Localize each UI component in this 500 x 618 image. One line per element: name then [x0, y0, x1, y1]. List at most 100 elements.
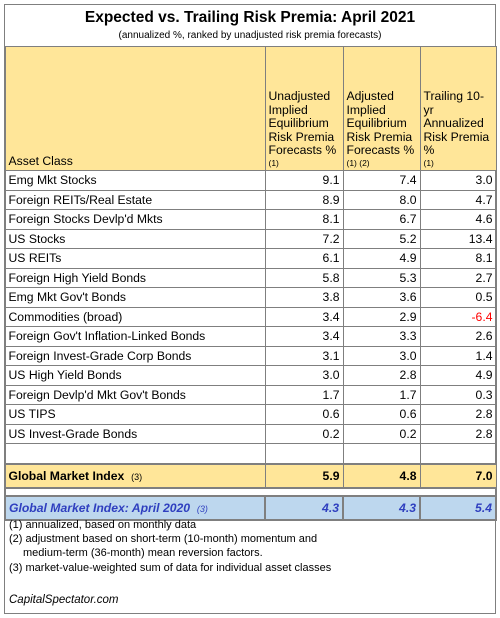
header-adjusted: Adjusted Implied Equilibrium Risk Premia…: [342, 46, 421, 171]
global-market-index-row: Global Market Index (3) 5.9 4.8 7.0: [4, 463, 497, 489]
trailing-value: 8.1: [419, 248, 497, 269]
adjusted-value: 1.7: [342, 384, 421, 405]
table-row: Foreign Gov't Inflation-Linked Bonds 3.4 3…: [4, 326, 497, 347]
table-row: US Invest-Grade Bonds 0.2 0.2 2.8: [4, 423, 497, 444]
asset-class-cell: Emg Mkt Stocks: [4, 170, 266, 191]
global-market-index-2020-row-adjusted: 4.3: [342, 495, 421, 521]
spacer-row: [4, 443, 497, 465]
footnote-2: (2) adjustment based on short-term (10-m…: [9, 533, 318, 546]
global-market-index-2020-row: Global Market Index: April 2020 (3) 4.3 4.…: [4, 495, 497, 521]
global-market-index-2020-row-unadjusted: 4.3: [264, 495, 344, 521]
trailing-value: 2.7: [419, 267, 497, 288]
asset-class-cell: Foreign Stocks Devlp'd Mkts: [4, 209, 266, 230]
trailing-value: 0.3: [419, 384, 497, 405]
adjusted-value: 5.3: [342, 267, 421, 288]
source-credit: CapitalSpectator.com: [9, 594, 119, 606]
table-row: Foreign High Yield Bonds 5.8 5.3 2.7: [4, 267, 497, 288]
table-row: Foreign Invest-Grade Corp Bonds 3.1 3.0 1.4: [4, 345, 497, 366]
table-row: Emg Mkt Stocks 9.1 7.4 3.0: [4, 170, 497, 191]
adjusted-value: 7.4: [342, 170, 421, 191]
asset-class-cell: Foreign REITs/Real Estate: [4, 189, 266, 210]
adjusted-value: 5.2: [342, 228, 421, 249]
asset-class-cell: Foreign Invest-Grade Corp Bonds: [4, 345, 266, 366]
gap-row: [4, 488, 497, 496]
trailing-value: -6.4: [419, 306, 497, 327]
adjusted-value: 3.3: [342, 326, 421, 347]
adjusted-value: 3.6: [342, 287, 421, 308]
trailing-value: 0.5: [419, 287, 497, 308]
unadjusted-value: 9.1: [264, 170, 344, 191]
adjusted-value: 2.8: [342, 365, 421, 386]
table-row: Foreign Devlp'd Mkt Gov't Bonds 1.7 1.7 0.3: [4, 384, 497, 405]
global-market-index-row-adjusted: 4.8: [342, 463, 421, 489]
empty-cell: [4, 443, 266, 465]
gap-cell: [4, 488, 497, 496]
global-market-index-row-label: Global Market Index: [8, 469, 125, 483]
empty-cell: [419, 443, 497, 465]
table-row: Emg Mkt Gov't Bonds 3.8 3.6 0.5: [4, 287, 497, 308]
global-market-index-row-label-cell: Global Market Index (3): [4, 463, 266, 489]
table-row: US TIPS 0.6 0.6 2.8: [4, 404, 497, 425]
header-trailing: Trailing 10-yr Annualized Risk Premia %(…: [419, 46, 497, 171]
adjusted-value: 2.9: [342, 306, 421, 327]
page-subtitle: (annualized %, ranked by unadjusted risk…: [118, 30, 382, 41]
global-market-index-row-note: (3): [131, 472, 143, 482]
header-asset-class: Asset Class: [4, 46, 266, 171]
unadjusted-value: 6.1: [264, 248, 344, 269]
global-market-index-row-unadjusted: 5.9: [264, 463, 344, 489]
global-market-index-2020-row-label: Global Market Index: April 2020: [9, 501, 191, 515]
trailing-value: 4.9: [419, 365, 497, 386]
unadjusted-value: 3.4: [264, 326, 344, 347]
unadjusted-value: 3.0: [264, 365, 344, 386]
unadjusted-value: 7.2: [264, 228, 344, 249]
unadjusted-value: 5.8: [264, 267, 344, 288]
table-row: Commodities (broad) 3.4 2.9 -6.4: [4, 306, 497, 327]
global-market-index-2020-row-label-cell: Global Market Index: April 2020 (3): [4, 495, 266, 521]
adjusted-value: 0.2: [342, 423, 421, 444]
adjusted-value: 8.0: [342, 189, 421, 210]
trailing-value: 13.4: [419, 228, 497, 249]
asset-class-cell: Emg Mkt Gov't Bonds: [4, 287, 266, 308]
asset-class-cell: Foreign High Yield Bonds: [4, 267, 266, 288]
footnotes: (1) annualized, based on monthly data (2…: [9, 518, 489, 575]
asset-class-cell: US TIPS: [4, 404, 266, 425]
trailing-value: 4.7: [419, 189, 497, 210]
trailing-value: 2.8: [419, 423, 497, 444]
unadjusted-value: 3.4: [264, 306, 344, 327]
table-row: Foreign REITs/Real Estate 8.9 8.0 4.7: [4, 189, 497, 210]
footnote-2-continued: medium-term (36-month) mean reversion fa…: [23, 547, 263, 560]
adjusted-value: 6.7: [342, 209, 421, 230]
asset-class-cell: US High Yield Bonds: [4, 365, 266, 386]
unadjusted-value: 8.9: [264, 189, 344, 210]
table-row: US High Yield Bonds 3.0 2.8 4.9: [4, 365, 497, 386]
unadjusted-value: 0.2: [264, 423, 344, 444]
empty-cell: [342, 443, 421, 465]
asset-class-cell: US Stocks: [4, 228, 266, 249]
empty-cell: [264, 443, 344, 465]
trailing-value: 4.6: [419, 209, 497, 230]
unadjusted-value: 3.8: [264, 287, 344, 308]
header-row: Asset Class Unadjusted Implied Equilibri…: [4, 46, 497, 171]
risk-premia-table: Asset Class Unadjusted Implied Equilibri…: [4, 46, 497, 521]
asset-class-cell: US Invest-Grade Bonds: [4, 423, 266, 444]
trailing-value: 1.4: [419, 345, 497, 366]
asset-class-cell: Commodities (broad): [4, 306, 266, 327]
footnote-3: (3) market-value-weighted sum of data fo…: [9, 561, 332, 574]
table-row: US Stocks 7.2 5.2 13.4: [4, 228, 497, 249]
unadjusted-value: 3.1: [264, 345, 344, 366]
footnote-1: (1) annualized, based on monthly data: [9, 519, 197, 531]
table-row: Foreign Stocks Devlp'd Mkts 8.1 6.7 4.6: [4, 209, 497, 230]
trailing-value: 2.8: [419, 404, 497, 425]
page-title: Expected vs. Trailing Risk Premia: April…: [84, 9, 416, 26]
unadjusted-value: 8.1: [264, 209, 344, 230]
adjusted-value: 3.0: [342, 345, 421, 366]
trailing-value: 3.0: [419, 170, 497, 191]
table-row: US REITs 6.1 4.9 8.1: [4, 248, 497, 269]
global-market-index-2020-row-note: (3): [196, 504, 208, 514]
asset-class-cell: Foreign Gov't Inflation-Linked Bonds: [4, 326, 266, 347]
global-market-index-2020-row-trailing: 5.4: [419, 495, 497, 521]
header-unadjusted: Unadjusted Implied Equilibrium Risk Prem…: [264, 46, 344, 171]
global-market-index-row-trailing: 7.0: [419, 463, 497, 489]
asset-class-cell: US REITs: [4, 248, 266, 269]
unadjusted-value: 0.6: [264, 404, 344, 425]
